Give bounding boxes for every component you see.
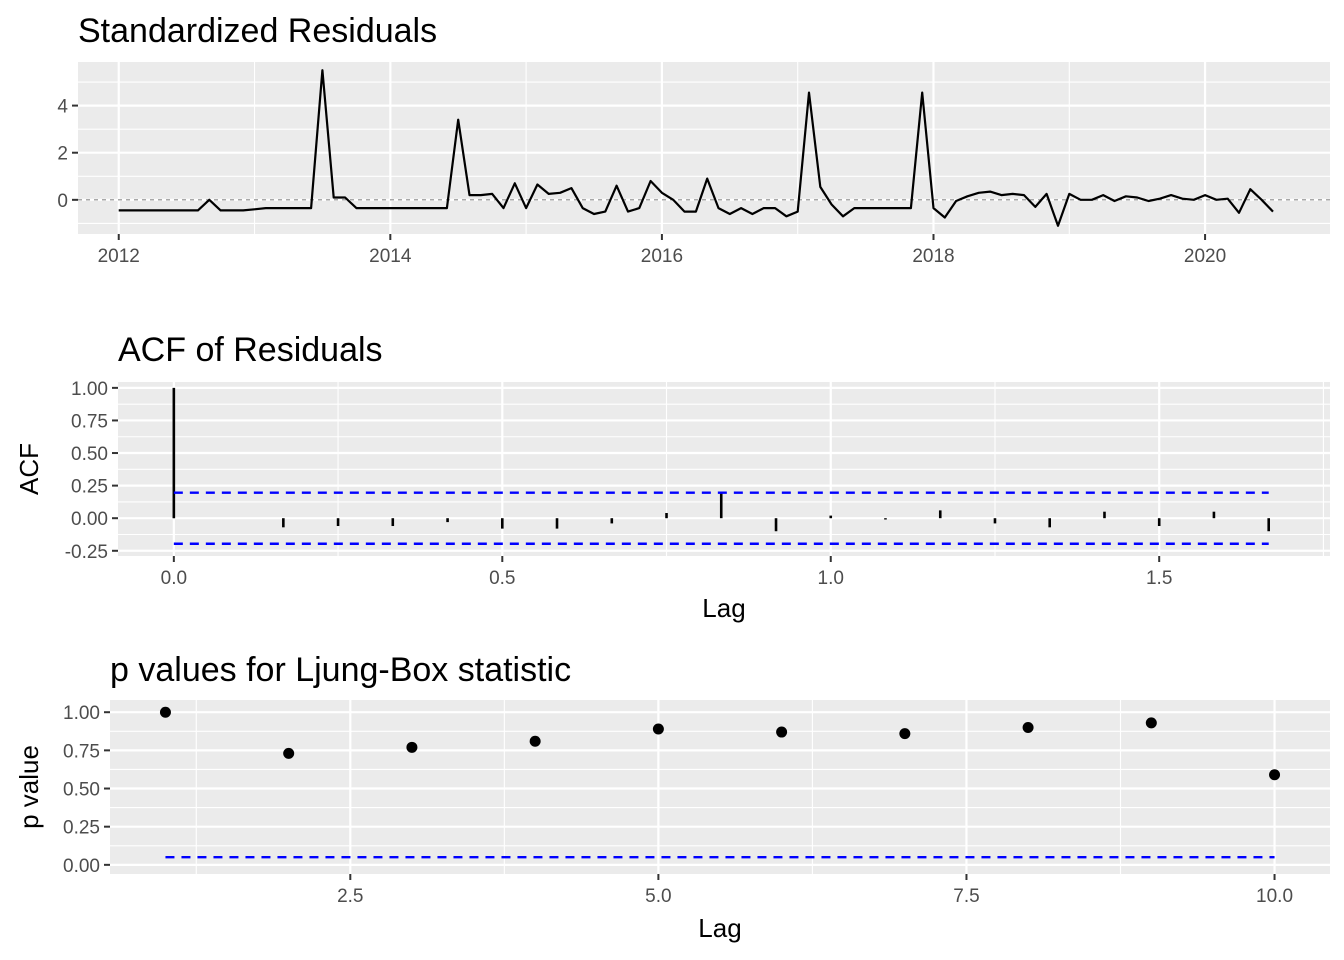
- panel2-x-tick-label: 1.0: [818, 568, 844, 589]
- panel1-y-tick-label: 0: [57, 191, 68, 212]
- panel1-y-tick-label: 4: [57, 97, 68, 118]
- residual-series-line: [118, 69, 1274, 227]
- panel2-x-tick-label: 0.5: [489, 568, 515, 589]
- panel3-x-tick-label: 2.5: [337, 886, 363, 907]
- panel2-y-tick-label: 0.25: [71, 477, 108, 498]
- panel2-y-tick-label: 1.00: [71, 379, 108, 400]
- panel1-x-tick-label: 2014: [369, 246, 412, 267]
- panel1-x-tick-label: 2018: [912, 246, 954, 267]
- panel3-x-tick-label: 5.0: [645, 886, 671, 907]
- panel3-x-tick-label: 10.0: [1256, 886, 1293, 907]
- pvalue-point: [776, 726, 788, 738]
- panel3-y-tick-label: 1.00: [63, 703, 100, 724]
- pvalue-point: [652, 723, 664, 735]
- panel1-title: Standardized Residuals: [78, 12, 437, 50]
- panel1-x-tick-label: 2016: [641, 246, 683, 267]
- pvalue-point: [1022, 721, 1034, 733]
- panel3-y-tick-label: 0.00: [63, 856, 100, 877]
- panel2-x-tick-label: 0.0: [161, 568, 187, 589]
- panel2-y-tick-label: 0.75: [71, 411, 108, 432]
- panel1-y-tick-label: 2: [57, 144, 68, 165]
- pvalue-point: [529, 735, 541, 747]
- panel2-acf-bars: [172, 387, 1271, 532]
- panel2-y-tick-label: 0.00: [71, 509, 108, 530]
- panel1-x-tick-label: 2012: [98, 246, 140, 267]
- panel3-plot-area: [110, 700, 1330, 874]
- panel1-x-tick-label: 2020: [1184, 246, 1226, 267]
- panel2-confidence-band: [173, 491, 1269, 545]
- panel2-y-axis-label: ACF: [14, 443, 44, 495]
- panel3-y-tick-label: 0.75: [63, 741, 100, 762]
- panel2-x-tick-label: 1.5: [1146, 568, 1172, 589]
- panel2-x-axis-label: Lag: [702, 593, 745, 623]
- panel3-x-axis-label: Lag: [698, 913, 741, 943]
- panel3-y-axis-label: p value: [14, 745, 44, 829]
- panel3-y-tick-label: 0.50: [63, 780, 100, 801]
- panel3-gridlines: [110, 700, 1330, 874]
- pvalue-point: [406, 741, 418, 753]
- pvalue-point: [283, 747, 295, 759]
- pvalue-point: [159, 706, 171, 718]
- panel2-y-tick-label: -0.25: [65, 542, 108, 563]
- panel1-residual-line: [118, 69, 1274, 227]
- panel2-title: ACF of Residuals: [118, 331, 383, 369]
- panel3-pvalue-points: [159, 706, 1281, 781]
- panel3-y-tick-label: 0.25: [63, 818, 100, 839]
- panel3-title: p values for Ljung-Box statistic: [110, 651, 571, 689]
- pvalue-point: [1269, 769, 1281, 781]
- panel3-axes: 2.5 5.0 7.5 10.0 0.00 0.25 0.50 0.75 1.00: [63, 703, 1293, 907]
- pvalue-point: [1145, 717, 1157, 729]
- panel2-y-tick-label: 0.50: [71, 444, 108, 465]
- panel1-axes: 2012 2014 2016 2018 2020 0 2 4: [57, 97, 1226, 267]
- panel3-x-tick-label: 7.5: [953, 886, 979, 907]
- panel1-plot-area: [78, 62, 1330, 234]
- pvalue-point: [899, 728, 911, 740]
- panel2-axes: 0.0 0.5 1.0 1.5 -0.25 0.00 0.25 0.50 0.75 1.00: [65, 379, 1173, 589]
